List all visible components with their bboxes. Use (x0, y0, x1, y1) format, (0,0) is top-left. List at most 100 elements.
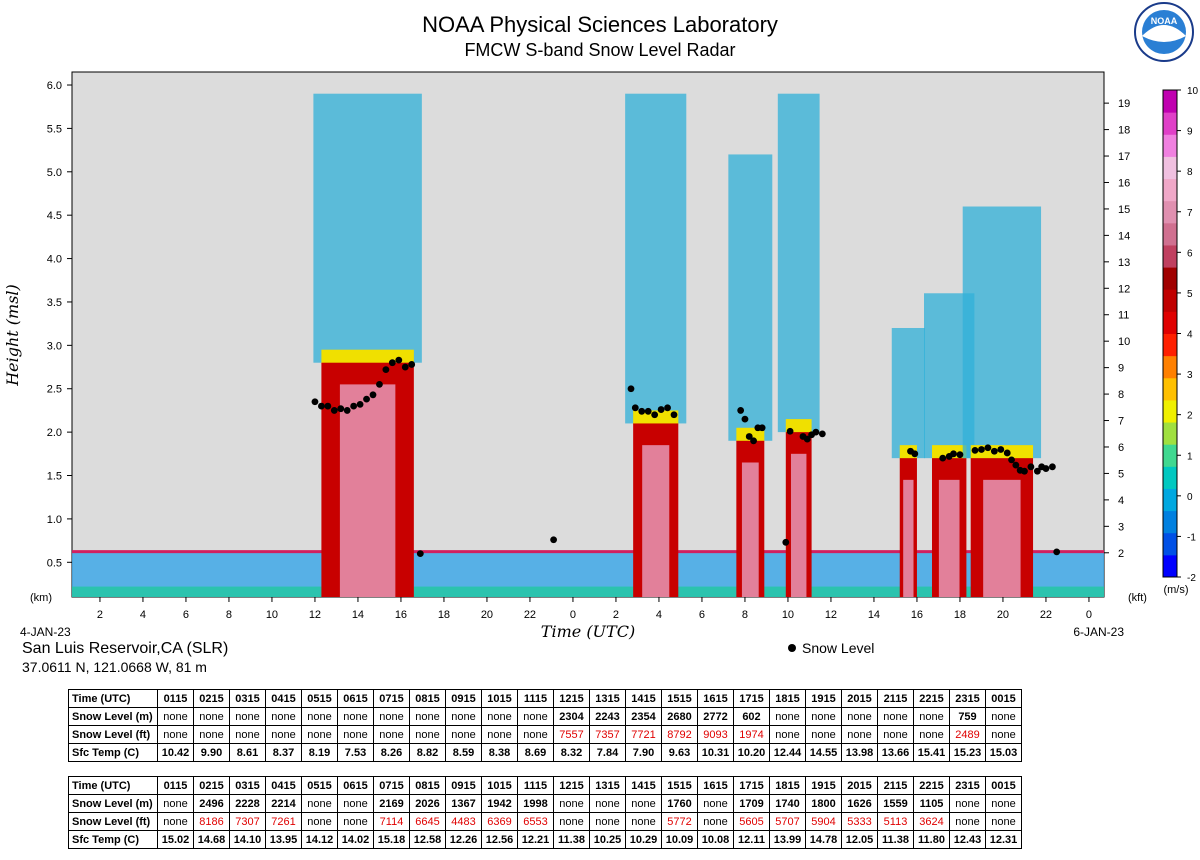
table-cell: 0415 (265, 776, 302, 795)
colorbar-segment (1163, 333, 1177, 357)
y-tick-label-kft: 19 (1118, 98, 1130, 110)
y-tick-label-kft: 14 (1118, 230, 1130, 242)
table-cell: 1709 (733, 794, 770, 813)
table-cell: none (373, 707, 410, 726)
table-cell: 14.68 (193, 830, 230, 849)
table-cell: 11.80 (913, 830, 950, 849)
table-cell: 10.09 (661, 830, 698, 849)
table-cell: 2772 (697, 707, 734, 726)
table-row: Sfc Temp (C) 15.02 14.68 14.10 13.95 14.12 14.… (68, 830, 1022, 849)
table-cell: none (841, 707, 878, 726)
table-cell: 2015 (841, 776, 878, 795)
table-cell: 13.98 (841, 743, 878, 762)
table-cell: none (193, 725, 230, 744)
colorbar-tick-label: 7 (1187, 208, 1193, 219)
site-name: San Luis Reservoir,CA (SLR) (22, 640, 229, 657)
table-cell: none (265, 707, 302, 726)
snow-level-point (337, 405, 345, 413)
table-cell: 10.20 (733, 743, 770, 762)
table-cell: none (697, 794, 734, 813)
table-cell: 1815 (769, 689, 806, 708)
snow-level-point (1049, 463, 1056, 471)
table-cell: 1715 (733, 776, 770, 795)
snow-level-point (911, 450, 919, 458)
colorbar-segment (1163, 399, 1177, 423)
table-cell: 1615 (697, 776, 734, 795)
x-tick-label: 20 (997, 609, 1009, 621)
table-cell: 5113 (877, 812, 914, 831)
snow-level-point (741, 415, 749, 423)
colorbar-segment (1163, 422, 1177, 445)
y-tick-label-kft: 2 (1118, 548, 1124, 560)
table-cell: none (157, 812, 194, 831)
snow-level-point (550, 536, 557, 544)
row-header: Time (UTC) (68, 776, 158, 795)
table-cell: none (949, 812, 986, 831)
table-cell: 5605 (733, 812, 770, 831)
x-tick-label: 10 (266, 609, 278, 621)
x-tick-label: 6 (699, 609, 705, 621)
y-tick-label-km: 1.5 (47, 471, 62, 483)
table-cell: 2354 (625, 707, 662, 726)
colorbar-segment (1163, 532, 1177, 556)
snow-level-point (1027, 463, 1035, 471)
table-cell: 2115 (877, 776, 914, 795)
table-cell: none (445, 725, 482, 744)
colorbar-segment (1163, 156, 1177, 180)
hourly-table-day1: Time (UTC) 0115 0215 0315 0415 0515 0615 0715 08… (68, 689, 1022, 762)
site-coordinates: 37.0611 N, 121.0668 W, 81 m (22, 659, 207, 675)
x-tick-label: 18 (954, 609, 966, 621)
colorbar-segment (1163, 289, 1177, 312)
table-cell: 9093 (697, 725, 734, 744)
row-header: Snow Level (m) (68, 794, 158, 813)
table-cell: 1974 (733, 725, 770, 744)
table-cell: 7357 (589, 725, 626, 744)
storm-bright-6 (983, 479, 1021, 597)
table-cell: 12.11 (733, 830, 770, 849)
x-tick-label: 4 (140, 609, 146, 621)
table-cell: none (517, 725, 554, 744)
snow-level-point (1021, 467, 1028, 475)
axes: 0.5 1.0 1.5 2.0 2.5 3.0 3.5 4.0 4.5 5.0 5.5 6.0 2 3 4 5… (47, 80, 1131, 621)
table-cell: 8186 (193, 812, 230, 831)
table-cell: 2214 (265, 794, 302, 813)
storm-bright-5 (938, 479, 960, 597)
y-tick-label-kft: 17 (1118, 151, 1130, 163)
snow-level-point (311, 398, 319, 406)
table-cell: 12.05 (841, 830, 878, 849)
y-tick-label-km: 5.5 (47, 123, 62, 135)
y-tick-label-kft: 5 (1118, 468, 1124, 480)
table-cell: 1105 (913, 794, 950, 813)
table-cell: 4483 (445, 812, 482, 831)
noaa-logo: NOAA (1134, 2, 1194, 62)
snow-level-point (401, 363, 409, 371)
colorbar-tick-label: 6 (1187, 248, 1193, 259)
table-cell: 0115 (157, 689, 194, 708)
table-cell: none (373, 725, 410, 744)
table-cell: none (481, 707, 518, 726)
legend-marker (788, 644, 796, 652)
table-cell: 2169 (373, 794, 410, 813)
table-cell: 5772 (661, 812, 698, 831)
table-cell: 10.25 (589, 830, 626, 849)
snow-level-point (1042, 465, 1050, 472)
snow-level-point (670, 411, 678, 419)
x-tick-label: 2 (613, 609, 619, 621)
table-cell: 5707 (769, 812, 806, 831)
snow-level-point (812, 428, 820, 436)
table-cell: none (625, 812, 662, 831)
table-cell: none (697, 812, 734, 831)
snow-level-point (638, 407, 646, 415)
snow-level-point (408, 361, 416, 368)
table-cell: none (409, 725, 446, 744)
start-date-label: 4-JAN-23 (20, 625, 71, 639)
table-cell: 7.53 (337, 743, 374, 762)
table-cell: 1760 (661, 794, 698, 813)
y-tick-label-km: 3.5 (47, 297, 62, 309)
snow-level-point (382, 366, 390, 374)
y-axis-title: Height (msl) (3, 284, 22, 387)
table-cell: 7721 (625, 725, 662, 744)
table-cell: 0515 (301, 689, 338, 708)
table-cell: 8.26 (373, 743, 410, 762)
colorbar-tick-label: 10 (1187, 86, 1199, 97)
